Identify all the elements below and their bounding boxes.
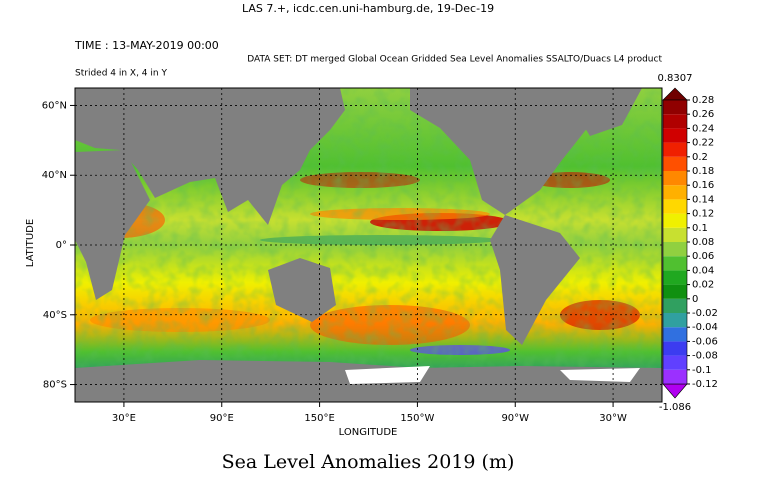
colorbar-tick-label: 0.02 [692,280,714,291]
y-tick-label: 40°S [43,310,67,321]
colorbar-band [663,171,687,186]
x-tick-label: 30°W [599,413,627,424]
x-tick-label: 150°E [304,413,334,424]
colorbar-band [663,341,687,356]
map-field [75,88,662,402]
colorbar-tick-label: 0.16 [692,180,714,191]
colorbar-band [663,227,687,242]
colorbar-tick-label: 0.18 [692,166,714,177]
colorbar-band [663,327,687,342]
colorbar-tick-label: 0.1 [692,223,708,234]
colorbar-tick-label: -0.02 [692,308,718,319]
colorbar-band [663,313,687,328]
colorbar-tick-label: -0.1 [692,365,712,376]
colorbar-min-label: -1.086 [659,402,691,413]
x-tick-label: 30°E [112,413,136,424]
colorbar-band [663,199,687,214]
x-tick-label: 90°E [210,413,234,424]
colorbar-tick-label: 0.04 [692,265,714,276]
land-eurasia [75,88,345,225]
x-tick-label: 90°W [501,413,529,424]
colorbar-max-triangle [662,87,688,101]
colorbar-band [663,369,687,384]
stride-label: Strided 4 in X, 4 in Y [75,69,167,79]
land-australia [268,258,336,322]
chart-title: Sea Level Anomalies 2019 (m) [222,451,515,473]
land-greenland [560,88,642,136]
colorbar-tick-label: 0.08 [692,237,714,248]
colorbar-band [663,256,687,271]
colorbar-tick-label: 0.24 [692,123,714,134]
ice-shelf [345,366,430,384]
colorbar-tick-label: 0.28 [692,95,714,106]
colorbar-max-label: 0.8307 [658,73,693,84]
y-tick-label: 0° [56,240,67,251]
land-africa [75,150,150,300]
colorbar-band [663,284,687,299]
y-tick-label: 40°N [42,170,67,181]
time-label: TIME : 13-MAY-2019 00:00 [74,39,219,52]
land-south-america [490,215,580,345]
colorbar-band [663,185,687,200]
header-title: LAS 7.+, icdc.cen.uni-hamburg.de, 19-Dec… [242,2,494,15]
land-north-america [410,88,600,215]
colorbar-tick-label: -0.04 [692,322,718,333]
colorbar-band [663,213,687,228]
colorbar-tick-label: -0.08 [692,351,718,362]
colorbar-band [663,355,687,370]
colorbar-band [663,100,687,115]
y-tick-label: 60°N [42,100,67,111]
colorbar-band [663,298,687,313]
colorbar-tick-label: 0.12 [692,209,714,220]
colorbar-band [663,142,687,157]
colorbar-band [663,114,687,129]
ice-shelf [560,368,640,382]
colorbar-tick-label: -0.06 [692,336,718,347]
colorbar-tick-label: 0.14 [692,194,714,205]
colorbar-band [663,128,687,143]
y-axis-label: LATITUDE [25,219,36,267]
colorbar-band [663,156,687,171]
colorbar-min-triangle [662,383,688,399]
colorbar-tick-label: -0.12 [692,379,718,390]
colorbar-tick-label: 0 [692,294,698,305]
x-axis-label: LONGITUDE [339,427,398,438]
colorbar-band [663,270,687,285]
colorbar-tick-label: 0.06 [692,251,714,262]
x-tick-label: 150°W [400,413,434,424]
y-tick-label: 80°S [43,380,67,391]
colorbar-tick-label: 0.2 [692,152,708,163]
colorbar-tick-label: 0.26 [692,109,714,120]
colorbar-tick-label: 0.22 [692,138,714,149]
colorbar-band [663,242,687,257]
dataset-label: DATA SET: DT merged Global Ocean Gridded… [247,55,662,65]
